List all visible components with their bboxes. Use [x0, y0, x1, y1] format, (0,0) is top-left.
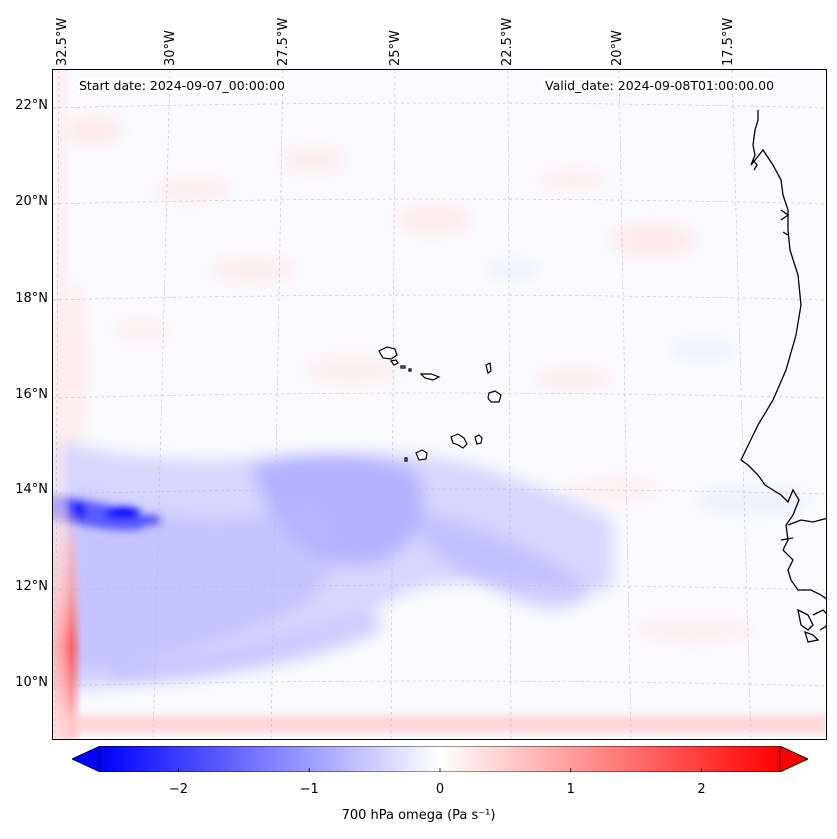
lon-label: 20°W — [610, 30, 625, 66]
colorbar-tick-label: −2 — [168, 782, 189, 797]
colorbar-neg-extend — [72, 746, 101, 772]
lat-label: 20°N — [15, 194, 48, 209]
map-frame — [52, 69, 827, 740]
graticule — [53, 70, 826, 739]
colorbar-label: 700 hPa omega (Pa s⁻¹) — [341, 808, 496, 823]
lat-label: 10°N — [15, 675, 48, 690]
west-africa-coastline — [740, 110, 826, 643]
boundary-descent — [53, 70, 826, 739]
colorbar-tick-label: 2 — [697, 782, 706, 797]
lon-label: 17.5°W — [721, 17, 736, 66]
omega-field-map — [53, 70, 826, 739]
lat-label: 16°N — [15, 387, 48, 402]
lon-label: 27.5°W — [276, 17, 291, 66]
lat-label: 18°N — [15, 291, 48, 306]
ascent-band — [53, 440, 613, 690]
colorbar — [72, 746, 808, 772]
start-date-label: Start date: 2024-09-07_00:00:00 — [77, 78, 287, 93]
colorbar-tick-label: 1 — [566, 782, 575, 797]
valid-date-label: Valid_date: 2024-09-08T01:00:00.00 — [543, 78, 777, 93]
lon-label: 22.5°W — [500, 17, 515, 66]
colorbar-ticks — [178, 768, 702, 772]
lon-label: 32.5°W — [55, 17, 70, 66]
lon-label: 25°W — [388, 30, 403, 66]
colorbar-pos-extend — [779, 746, 808, 772]
colorbar-tick-label: −1 — [299, 782, 319, 797]
lat-label: 22°N — [15, 98, 48, 113]
lat-label: 12°N — [15, 579, 48, 594]
lat-label: 14°N — [15, 482, 48, 497]
cape-verde-islands — [378, 346, 502, 462]
colorbar-tick-label: 0 — [435, 782, 445, 797]
lon-label: 30°W — [163, 30, 178, 66]
